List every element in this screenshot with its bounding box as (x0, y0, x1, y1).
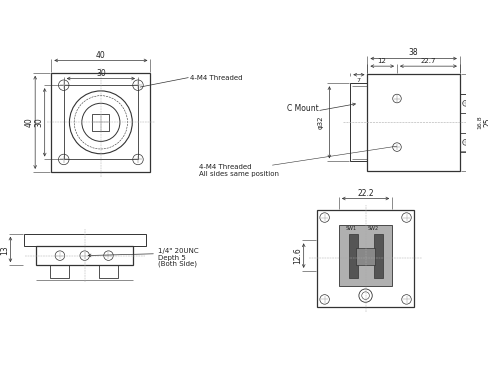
Bar (349, 234, 358, 277)
Text: SW2: SW2 (367, 225, 379, 230)
Text: 13: 13 (0, 245, 9, 255)
Text: 7: 7 (357, 78, 361, 83)
Text: 22.2: 22.2 (357, 189, 374, 198)
Text: C Mount: C Mount (286, 104, 318, 113)
Bar (36, 246, 133, 265)
Text: 40: 40 (96, 51, 106, 60)
Bar (317, 210, 414, 307)
Text: 38: 38 (409, 48, 419, 57)
Text: 16.8: 16.8 (477, 115, 482, 129)
Bar (24, 234, 145, 246)
Bar (350, 83, 367, 161)
Bar (51, 73, 150, 172)
Text: 30: 30 (96, 69, 106, 78)
Bar (367, 74, 460, 171)
Bar (356, 248, 375, 265)
Text: 12.6: 12.6 (293, 247, 303, 264)
Bar (50, 265, 69, 277)
Bar (460, 133, 472, 152)
Text: All sides same position: All sides same position (199, 171, 279, 177)
Bar (339, 225, 392, 286)
Text: 40: 40 (25, 118, 34, 127)
Text: Depth 5: Depth 5 (158, 254, 186, 261)
Text: 4-M4 Threaded: 4-M4 Threaded (190, 75, 243, 81)
Bar (99, 265, 118, 277)
Text: 30: 30 (35, 118, 43, 127)
Text: 1/4" 20UNC: 1/4" 20UNC (158, 248, 199, 254)
Text: 4-M4 Threaded: 4-M4 Threaded (199, 164, 251, 170)
Text: 12: 12 (377, 58, 386, 64)
Text: SW1: SW1 (346, 225, 357, 230)
Text: 25: 25 (484, 118, 488, 127)
Text: (Both Side): (Both Side) (158, 261, 197, 267)
Bar (460, 94, 472, 113)
Text: φ32: φ32 (318, 116, 324, 129)
Bar (92, 114, 109, 131)
Text: 22.7: 22.7 (421, 58, 436, 64)
Bar (64, 85, 138, 159)
Bar (374, 234, 383, 277)
